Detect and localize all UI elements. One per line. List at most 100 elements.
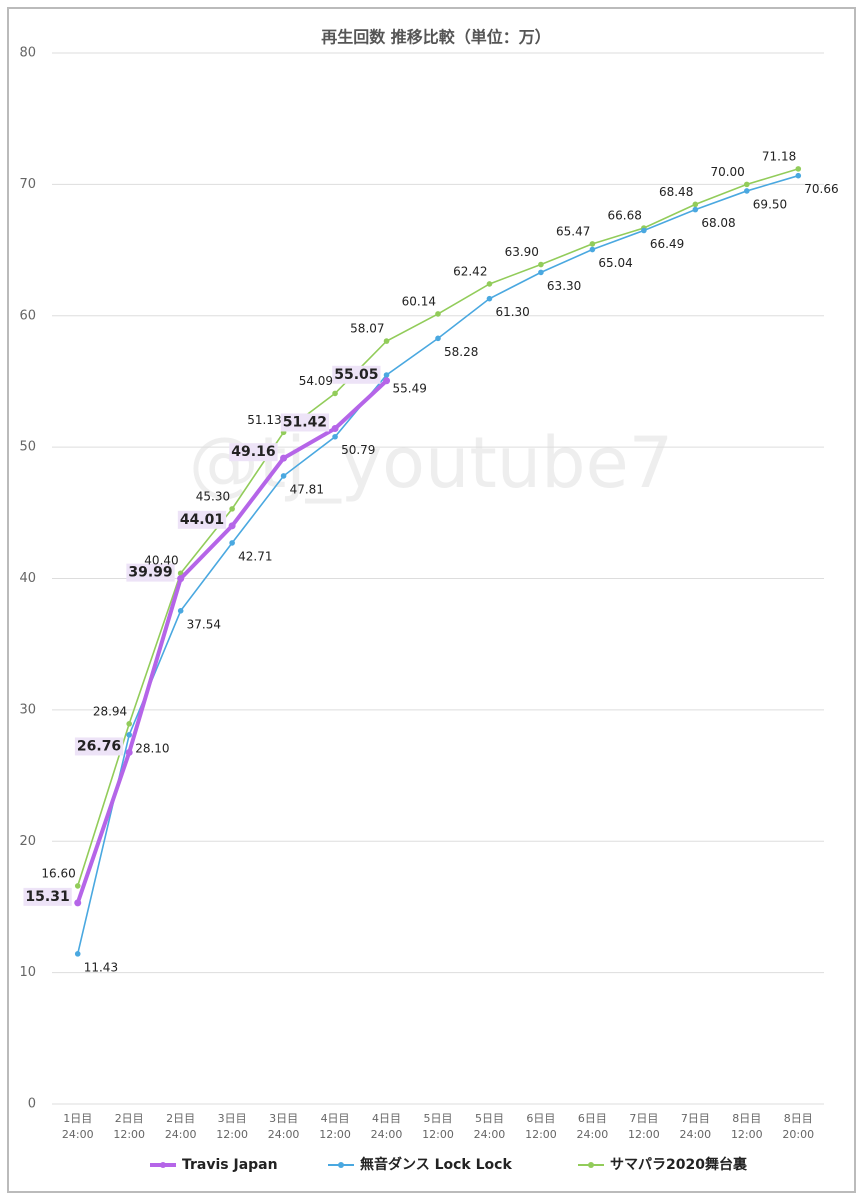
y-tick-label: 60	[19, 308, 36, 323]
point	[126, 721, 132, 727]
data-label-bg	[280, 413, 330, 432]
x-tick-label: 2日目	[115, 1112, 144, 1125]
x-tick-label: 12:00	[422, 1128, 454, 1141]
data-label: 71.18	[762, 149, 796, 163]
x-tick-label: 12:00	[319, 1128, 351, 1141]
x-tick-label: 4日目	[372, 1112, 401, 1125]
data-label: 44.01	[180, 512, 224, 528]
x-tick-label: 12:00	[731, 1128, 763, 1141]
x-tick-label: 7日目	[681, 1112, 710, 1125]
data-label: 45.30	[196, 489, 230, 503]
data-label: 69.50	[753, 197, 787, 211]
x-tick-label: 24:00	[62, 1128, 94, 1141]
point	[126, 732, 132, 738]
x-tick-label: 24:00	[577, 1128, 609, 1141]
data-label: 47.81	[290, 482, 324, 496]
data-label: 70.66	[804, 182, 838, 196]
data-label-group: 44.01	[177, 510, 227, 529]
data-label: 70.00	[710, 165, 744, 179]
point	[74, 899, 82, 907]
point	[229, 506, 235, 512]
point	[280, 454, 288, 462]
x-tick-label: 12:00	[216, 1128, 248, 1141]
point	[74, 951, 81, 957]
data-label: 63.30	[547, 279, 581, 293]
data-label: 68.48	[659, 185, 693, 199]
point	[177, 575, 185, 583]
point	[332, 390, 338, 397]
data-label-bg	[229, 443, 278, 462]
x-tick-label: 3日目	[269, 1112, 298, 1125]
data-label-bg	[332, 365, 381, 384]
data-label: 15.31	[25, 889, 69, 905]
data-label-bg	[23, 887, 72, 906]
data-label: 28.10	[135, 741, 169, 755]
x-tick-label: 12:00	[525, 1128, 557, 1141]
x-tick-label: 5日目	[475, 1112, 504, 1125]
point	[692, 201, 699, 208]
chart-title: 再生回数 推移比較（単位：万）	[321, 28, 551, 47]
x-tick-label: 3日目	[218, 1112, 247, 1125]
data-label-bg	[74, 737, 124, 756]
legend-label: Travis Japan	[182, 1157, 278, 1173]
x-tick-label: 2日目	[166, 1112, 195, 1125]
point	[744, 181, 750, 188]
x-tick-label: 12:00	[113, 1128, 145, 1141]
data-label-group: 26.76	[74, 737, 124, 756]
frame	[7, 7, 856, 1193]
point	[641, 227, 647, 234]
data-label: 28.94	[93, 704, 127, 718]
point	[383, 377, 391, 385]
x-tick-label: 1日目	[63, 1112, 92, 1125]
data-label: 49.16	[231, 444, 275, 460]
x-tick-label: 24:00	[679, 1128, 711, 1141]
legend-marker	[588, 1162, 594, 1168]
point	[589, 246, 596, 253]
point	[332, 433, 338, 440]
y-tick-label: 10	[19, 965, 36, 980]
data-label: 62.42	[453, 264, 487, 278]
x-tick-label: 20:00	[782, 1128, 814, 1141]
x-tick-label: 7日目	[629, 1112, 658, 1125]
y-tick-label: 20	[19, 834, 36, 849]
point	[177, 608, 184, 614]
data-label: 50.79	[341, 443, 375, 457]
point	[383, 338, 390, 344]
x-tick-label: 4日目	[321, 1112, 350, 1125]
watermark: @tj_youtube7	[189, 422, 673, 504]
x-tick-label: 6日目	[578, 1112, 607, 1125]
legend-label: サマパラ2020舞台裏	[610, 1156, 748, 1173]
legend-marker	[338, 1162, 344, 1168]
y-tick-label: 40	[19, 571, 36, 586]
point	[692, 206, 699, 213]
y-tick-label: 30	[19, 702, 36, 717]
data-label-group: 51.42	[280, 413, 330, 432]
data-label: 68.08	[701, 216, 735, 230]
data-label: 55.49	[393, 382, 427, 396]
data-label: 42.71	[238, 549, 272, 563]
x-tick-label: 5日目	[424, 1112, 453, 1125]
legend-marker	[160, 1162, 166, 1168]
data-label: 37.54	[187, 617, 221, 631]
point	[486, 281, 493, 287]
point	[589, 241, 596, 247]
data-label-group: 49.16	[229, 443, 278, 462]
x-tick-label: 24:00	[268, 1128, 300, 1141]
data-label: 63.90	[505, 245, 539, 259]
point	[229, 540, 235, 546]
x-tick-label: 24:00	[474, 1128, 506, 1141]
data-label-group: 15.31	[23, 887, 72, 906]
data-label: 66.68	[608, 208, 642, 222]
point	[538, 261, 544, 268]
x-tick-label: 24:00	[371, 1128, 403, 1141]
point	[435, 335, 441, 342]
point	[538, 269, 544, 276]
data-label: 61.30	[495, 305, 529, 319]
y-tick-label: 50	[19, 440, 36, 455]
point	[74, 883, 81, 889]
data-label-bg	[177, 510, 227, 529]
x-tick-label: 8日目	[732, 1112, 761, 1125]
point	[744, 188, 750, 194]
point	[795, 166, 802, 172]
